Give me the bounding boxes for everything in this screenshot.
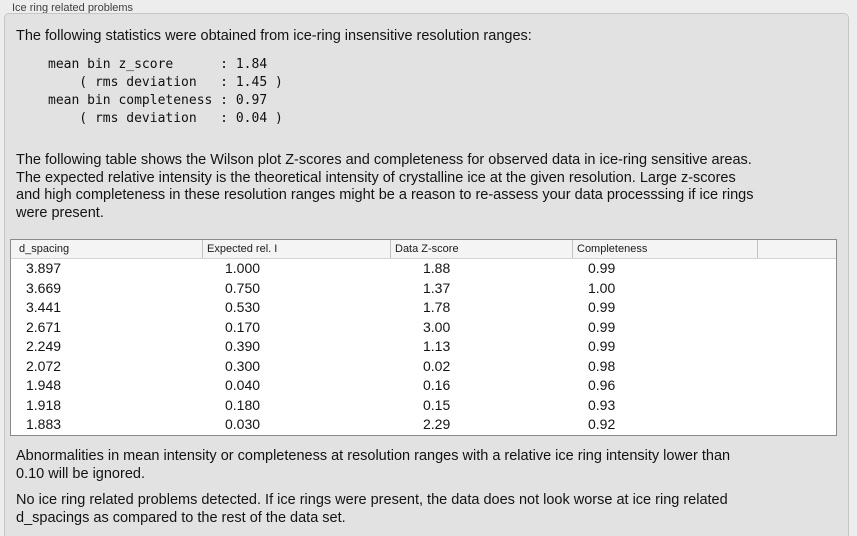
cell-d-spacing: 2.671 (26, 318, 62, 335)
table-row[interactable]: 2.671 0.170 3.00 0.99 (11, 318, 836, 338)
conclusion-text: No ice ring related problems detected. I… (16, 492, 728, 526)
table-row[interactable]: 3.897 1.000 1.88 0.99 (11, 259, 836, 279)
cell-expected-rel-i: 0.300 (225, 357, 261, 374)
cell-expected-rel-i: 0.180 (225, 396, 261, 413)
ice-ring-groupbox: The following statistics were obtained f… (4, 13, 849, 536)
cell-d-spacing: 3.669 (26, 279, 62, 296)
intro-text: The following statistics were obtained f… (16, 28, 532, 44)
cell-data-z-score: 1.78 (423, 299, 451, 316)
cell-expected-rel-i: 1.000 (225, 260, 261, 276)
table-row[interactable]: 2.072 0.300 0.02 0.98 (11, 357, 836, 377)
cell-d-spacing: 1.918 (26, 396, 62, 413)
cell-completeness: 0.99 (588, 299, 616, 316)
cell-completeness: 0.99 (588, 318, 616, 335)
cell-data-z-score: 1.13 (423, 338, 451, 355)
cell-d-spacing: 3.897 (26, 260, 62, 276)
cell-expected-rel-i: 0.030 (225, 416, 261, 433)
cell-data-z-score: 1.37 (423, 279, 451, 296)
cell-completeness: 0.98 (588, 357, 616, 374)
ice-ring-table: d_spacing Expected rel. I Data Z-score C… (10, 239, 837, 436)
cell-data-z-score: 0.02 (423, 357, 451, 374)
cell-data-z-score: 2.29 (423, 416, 451, 433)
table-description: The following table shows the Wilson plo… (16, 152, 754, 221)
table-row[interactable]: 3.669 0.750 1.37 1.00 (11, 279, 836, 299)
cell-completeness: 0.99 (588, 260, 616, 276)
table-row[interactable]: 2.249 0.390 1.13 0.99 (11, 337, 836, 357)
cell-data-z-score: 0.16 (423, 377, 451, 394)
table-row[interactable]: 1.948 0.040 0.16 0.96 (11, 376, 836, 396)
cell-completeness: 1.00 (588, 279, 616, 296)
table-header-row: d_spacing Expected rel. I Data Z-score C… (11, 240, 836, 259)
cell-completeness: 0.99 (588, 338, 616, 355)
column-header-d-spacing[interactable]: d_spacing (19, 243, 70, 255)
cell-completeness: 0.92 (588, 416, 616, 433)
column-header-completeness[interactable]: Completeness (572, 240, 757, 258)
cell-data-z-score: 3.00 (423, 318, 451, 335)
cell-completeness: 0.93 (588, 396, 616, 413)
cell-data-z-score: 0.15 (423, 396, 451, 413)
table-row[interactable]: 1.883 0.030 2.29 0.92 (11, 415, 836, 435)
stats-block: mean bin z_score : 1.84 ( rms deviation … (48, 57, 283, 126)
cell-d-spacing: 2.249 (26, 338, 62, 355)
table-row[interactable]: 3.441 0.530 1.78 0.99 (11, 298, 836, 318)
cell-expected-rel-i: 0.530 (225, 299, 261, 316)
cell-completeness: 0.96 (588, 377, 616, 394)
cell-d-spacing: 2.072 (26, 357, 62, 374)
cell-d-spacing: 3.441 (26, 299, 62, 316)
ignore-note: Abnormalities in mean intensity or compl… (16, 448, 731, 482)
column-header-empty (757, 240, 836, 258)
cell-data-z-score: 1.88 (423, 260, 451, 276)
cell-d-spacing: 1.883 (26, 416, 62, 433)
cell-expected-rel-i: 0.040 (225, 377, 261, 394)
cell-expected-rel-i: 0.170 (225, 318, 261, 335)
cell-expected-rel-i: 0.390 (225, 338, 261, 355)
cell-d-spacing: 1.948 (26, 377, 62, 394)
table-row[interactable]: 1.918 0.180 0.15 0.93 (11, 396, 836, 416)
cell-expected-rel-i: 0.750 (225, 279, 261, 296)
panel-title: Ice ring related problems (12, 2, 134, 14)
column-header-data-z-score[interactable]: Data Z-score (390, 240, 572, 258)
column-header-expected-rel-i[interactable]: Expected rel. I (202, 240, 390, 258)
